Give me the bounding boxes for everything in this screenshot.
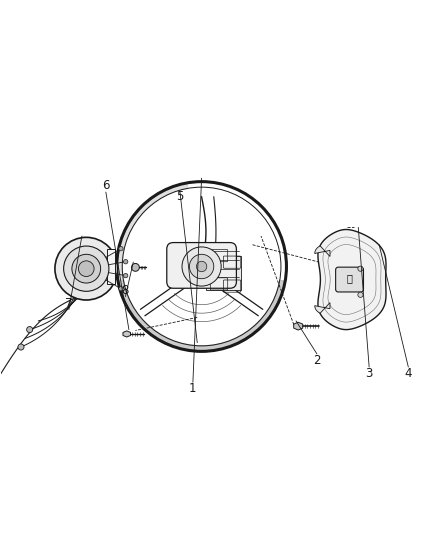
Circle shape (119, 246, 123, 251)
FancyBboxPatch shape (107, 249, 116, 284)
Polygon shape (118, 280, 285, 351)
Circle shape (189, 254, 214, 279)
Circle shape (64, 246, 109, 292)
Circle shape (124, 260, 128, 264)
Circle shape (55, 237, 117, 300)
Text: 4: 4 (405, 367, 412, 379)
FancyBboxPatch shape (206, 256, 241, 290)
Circle shape (358, 292, 363, 297)
Text: 5: 5 (176, 190, 184, 204)
Text: 🐏: 🐏 (346, 273, 353, 283)
Text: 3: 3 (365, 367, 373, 379)
Circle shape (27, 327, 33, 333)
FancyBboxPatch shape (336, 267, 364, 292)
Polygon shape (315, 303, 330, 313)
Circle shape (18, 344, 24, 350)
Text: 1: 1 (189, 382, 197, 395)
Circle shape (124, 273, 128, 278)
FancyBboxPatch shape (167, 243, 237, 288)
Polygon shape (318, 230, 386, 329)
Circle shape (119, 287, 123, 291)
Text: 6: 6 (102, 180, 110, 192)
Text: 7: 7 (65, 297, 73, 310)
Polygon shape (123, 331, 131, 337)
Circle shape (72, 254, 101, 283)
Polygon shape (294, 322, 303, 330)
Circle shape (182, 247, 221, 286)
Polygon shape (117, 183, 188, 295)
Circle shape (358, 266, 363, 271)
Circle shape (78, 261, 94, 277)
Polygon shape (315, 246, 330, 256)
Circle shape (131, 263, 139, 271)
Text: 2: 2 (313, 353, 321, 367)
Circle shape (196, 261, 207, 272)
Text: 8: 8 (122, 284, 129, 297)
